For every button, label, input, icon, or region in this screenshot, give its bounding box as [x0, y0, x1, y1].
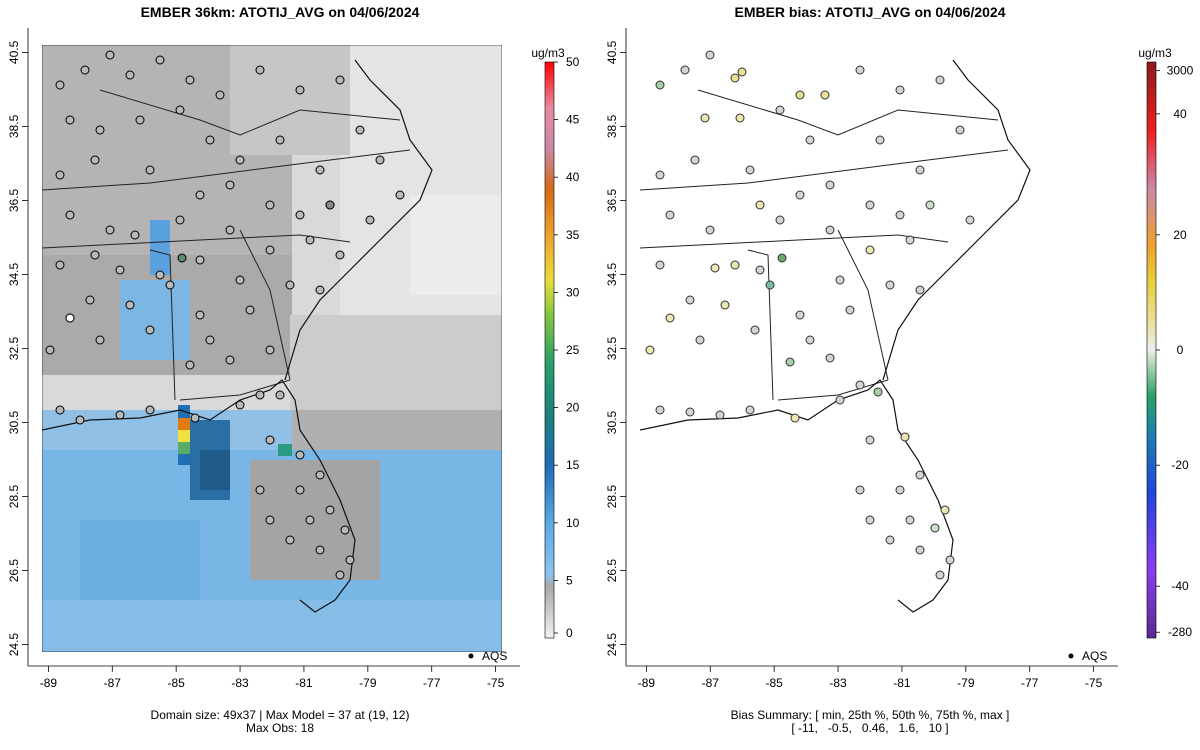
left-colorbar-tick-label: 0 [566, 626, 573, 640]
right-colorbar-tick-label: 40 [1173, 107, 1187, 121]
right-y-tick-label: 36.5 [605, 188, 619, 212]
left-colorbar-unit: ug/m3 [531, 46, 565, 60]
right-obs-sites [645, 50, 975, 580]
left-colorbar-tick-label: 45 [566, 113, 580, 127]
left-x-tick-label: -77 [423, 676, 441, 690]
right-y-tick-label: 30.5 [605, 411, 619, 435]
left-heatmap [42, 45, 502, 652]
right-panel-title: EMBER bias: ATOTIJ_AVG on 04/06/2024 [734, 4, 1006, 20]
left-colorbar-tick-label: 5 [566, 573, 573, 587]
right-colorbar-tick-label: 20 [1173, 228, 1187, 242]
left-colorbar-tick-label: 15 [566, 458, 580, 472]
left-x-tick-label: -89 [40, 676, 58, 690]
right-x-tick-label: -79 [957, 676, 975, 690]
right-x-tick-label: -77 [1021, 676, 1039, 690]
left-y-tick-label: 30.5 [7, 411, 21, 435]
left-x-tick-label: -79 [359, 676, 377, 690]
right-y-tick-label: 34.5 [605, 262, 619, 286]
left-y-tick-label: 24.5 [7, 633, 21, 657]
left-colorbar-tick-label: 40 [566, 170, 580, 184]
left-legend-label: AQS [482, 649, 507, 663]
left-x-tick-label: -85 [167, 676, 185, 690]
left-obs-sites [45, 50, 405, 580]
left-y-tick-label: 38.5 [7, 114, 21, 138]
legend-dot [468, 653, 474, 659]
left-y-tick-label: 28.5 [7, 485, 21, 509]
right-x-tick-label: -81 [893, 676, 911, 690]
left-footer-line2: Max Obs: 18 [245, 721, 315, 735]
right-axes: -89 -87 -85 -83 -81 -79 -77 -75 24.5 26.5 28.5 30.… [605, 28, 1118, 690]
right-x-tick-label: -87 [702, 676, 720, 690]
left-y-tick-label: 40.5 [7, 40, 21, 64]
left-x-tick-label: -81 [295, 676, 313, 690]
right-footer-line1: Bias Summary: [ min, 25th %, 50th %, 75t… [730, 708, 1010, 722]
right-basemap [640, 45, 1100, 652]
left-colorbar: ug/m3 0 5 10 15 20 25 30 35 40 45 50 [531, 46, 579, 640]
right-x-tick-label: -89 [638, 676, 656, 690]
right-colorbar-tick-label: 0 [1177, 343, 1184, 357]
right-colorbar-tick-label: -40 [1171, 579, 1189, 593]
left-colorbar-tick-label: 30 [566, 285, 580, 299]
right-colorbar-tick-label: -20 [1171, 458, 1189, 472]
right-colorbar-tick-label: 3000 [1167, 64, 1194, 78]
left-colorbar-tick-label: 25 [566, 343, 580, 357]
right-y-tick-label: 28.5 [605, 485, 619, 509]
right-footer-line2: [ -11, -0.5, 0.46, 1.6, 10 ] [791, 721, 949, 735]
right-x-tick-label: -83 [829, 676, 847, 690]
left-colorbar-tick-label: 10 [566, 516, 580, 530]
left-legend: AQS [468, 649, 507, 663]
left-y-tick-label: 26.5 [7, 559, 21, 583]
right-y-tick-label: 32.5 [605, 336, 619, 360]
left-y-tick-label: 32.5 [7, 336, 21, 360]
left-x-tick-label: -83 [231, 676, 249, 690]
left-y-tick-label: 36.5 [7, 188, 21, 212]
left-x-tick-label: -87 [104, 676, 122, 690]
right-y-tick-label: 26.5 [605, 559, 619, 583]
right-colorbar: ug/m3 3000 40 20 0 -20 -40 -280 [1138, 46, 1193, 639]
right-x-tick-label: -75 [1085, 676, 1103, 690]
left-axes: -89 -87 -85 -83 -81 -79 -77 -75 24.5 26.5 28.5 30.… [7, 28, 520, 690]
right-y-tick-label: 38.5 [605, 114, 619, 138]
left-colorbar-tick-label: 20 [566, 401, 580, 415]
right-legend-label: AQS [1082, 649, 1107, 663]
left-y-tick-label: 34.5 [7, 262, 21, 286]
right-y-tick-label: 40.5 [605, 40, 619, 64]
right-colorbar-tick-label: -280 [1168, 625, 1192, 639]
left-x-tick-label: -75 [487, 676, 505, 690]
right-legend: AQS [1068, 649, 1107, 663]
legend-dot [1068, 653, 1074, 659]
right-colorbar-unit: ug/m3 [1138, 46, 1172, 60]
right-x-tick-label: -85 [765, 676, 783, 690]
left-colorbar-tick-label: 50 [566, 55, 580, 69]
left-colorbar-tick-label: 35 [566, 228, 580, 242]
left-panel-title: EMBER 36km: ATOTIJ_AVG on 04/06/2024 [140, 4, 420, 20]
right-y-tick-label: 24.5 [605, 633, 619, 657]
left-footer-line1: Domain size: 49x37 | Max Model = 37 at (… [150, 708, 410, 722]
